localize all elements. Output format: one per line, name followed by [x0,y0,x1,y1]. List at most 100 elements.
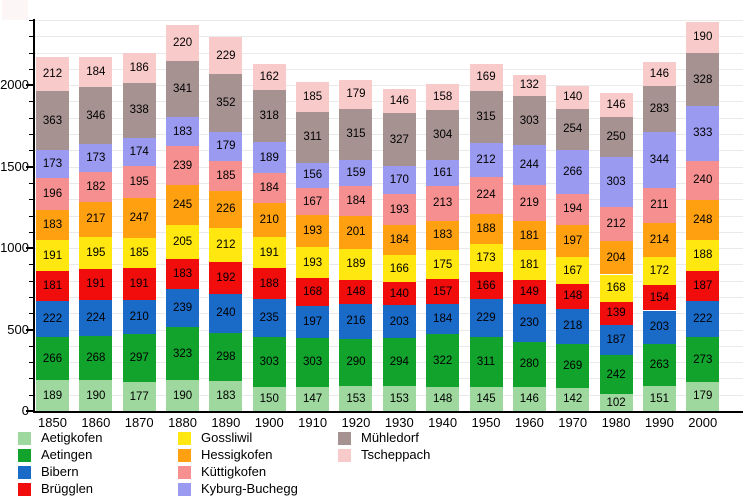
bar-segment-k-ttigkofen-1850: 196 [36,178,69,211]
bar-segment-m-hledorf-1860: 346 [79,87,113,144]
bar-segment-aetingen-1980: 242 [599,354,633,395]
bar-segment-bibern-1900: 235 [252,298,286,338]
bar-segment-hessigkofen-1930: 184 [382,225,416,256]
bar-segment-hessigkofen-1960: 181 [512,220,546,251]
y-tick-label: 1000 [0,240,29,256]
bar-segment-kyburg-buchegg-1930: 170 [382,166,416,194]
bar-segment-k-ttigkofen-1940: 213 [426,185,460,221]
bar-segment-aetingen-1910: 303 [296,337,330,388]
bar-segment-kyburg-buchegg-1860: 173 [79,143,113,173]
legend-label: Aetingen [41,447,93,462]
bar-segment-tscheppach-1860: 184 [79,57,113,88]
y-minor-tick [29,378,33,380]
bar-segment-tscheppach-1910: 185 [296,81,330,113]
legend-label: Hessigkofen [201,447,273,462]
bar-segment-aetigkofen-1970: 142 [556,387,590,411]
bar-segment-tscheppach-1920: 179 [339,79,373,109]
bar-segment-gossliwil-1860: 195 [79,237,113,269]
legend-swatch [338,431,351,445]
bar-segment-tscheppach-1970: 140 [556,86,590,109]
bar-segment-k-ttigkofen-1880: 239 [166,146,200,186]
bar-segment-bibern-1990: 203 [642,310,676,344]
bar-segment-aetigkofen-1900: 150 [252,386,286,411]
y-minor-tick [29,36,33,38]
bar-segment-bibern-1920: 216 [339,303,373,339]
x-tick-label-1870: 1870 [124,415,154,430]
bar-segment-tscheppach-1990: 146 [642,62,676,86]
bar-segment-gossliwil-1960: 181 [512,250,546,280]
bar-segment-gossliwil-1900: 191 [252,237,286,269]
y-minor-tick [29,313,33,315]
y-tick-label: 0 [21,403,29,418]
x-tick-label-1960: 1960 [514,415,544,430]
y-minor-tick [29,101,33,103]
bar-segment-hessigkofen-1920: 201 [339,216,373,249]
bar-segment-aetigkofen-1860: 190 [79,380,113,411]
bar-segment-hessigkofen-1980: 204 [599,241,633,275]
bar-segment-br-gglen-1970: 148 [556,284,590,309]
bar-segment-tscheppach-2000: 190 [686,21,720,53]
bar-segment-aetigkofen-1990: 151 [642,386,676,411]
y-minor-tick [29,150,33,152]
bar-segment-m-hledorf-1870: 338 [122,82,156,138]
x-tick-label-1900: 1900 [254,415,284,430]
x-tick-label-1880: 1880 [168,415,197,430]
bar-segment-aetingen-1940: 322 [426,334,460,387]
y-minor-tick [29,264,33,266]
bar-segment-k-ttigkofen-1910: 167 [296,188,330,216]
bar-segment-hessigkofen-1880: 245 [166,185,200,226]
bar-segment-k-ttigkofen-1990: 211 [642,188,676,223]
bar-segment-aetingen-1970: 269 [556,344,590,388]
x-tick-label-1950: 1950 [471,415,501,430]
bar-segment-tscheppach-1980: 146 [599,92,633,117]
bar-segment-bibern-1980: 187 [599,324,633,355]
y-minor-tick [29,199,33,201]
bar-segment-bibern-1870: 210 [122,299,156,334]
bar-segment-tscheppach-1940: 158 [426,84,460,111]
bar-segment-bibern-1880: 239 [166,288,200,328]
bar-segment-m-hledorf-1990: 283 [642,86,676,133]
legend-label: Bibern [41,464,79,479]
bar-segment-k-ttigkofen-2000: 240 [686,160,720,200]
bar-segment-hessigkofen-1940: 183 [426,220,460,251]
bar-segment-bibern-1960: 230 [512,304,546,342]
y-minor-tick [29,231,33,233]
bar-segment-m-hledorf-1900: 318 [252,90,286,143]
bar-segment-m-hledorf-1970: 254 [556,108,590,151]
bar-segment-tscheppach-1850: 212 [36,56,69,92]
x-tick-label-1980: 1980 [601,415,631,430]
legend-label: Küttigkofen [201,464,267,479]
bar-segment-kyburg-buchegg-1910: 156 [296,162,330,189]
bar-segment-kyburg-buchegg-1970: 266 [556,150,590,194]
bar-segment-kyburg-buchegg-1990: 344 [642,132,676,189]
bar-segment-gossliwil-1920: 189 [339,248,373,280]
bar-segment-aetingen-1960: 280 [512,341,546,388]
y-minor-tick [29,394,33,396]
y-tick-label: 500 [7,321,29,337]
legend-swatch [178,482,191,496]
legend-label: Aetigkofen [41,430,103,445]
bar-segment-hessigkofen-1970: 197 [556,225,590,258]
bar-segment-br-gglen-1870: 191 [122,268,156,300]
bar-segment-br-gglen-1940: 157 [426,278,460,305]
bar-segment-m-hledorf-1980: 250 [599,116,633,158]
bar-segment-br-gglen-1930: 140 [382,282,416,306]
x-tick-label-1930: 1930 [384,415,414,430]
bar-segment-gossliwil-1890: 212 [209,227,243,263]
bar-segment-aetingen-1890: 298 [209,332,243,382]
x-tick-label-1990: 1990 [644,415,674,430]
x-tick-label-1890: 1890 [211,415,241,430]
bar-segment-m-hledorf-1920: 315 [339,108,373,161]
bar-segment-hessigkofen-1990: 214 [642,222,676,258]
x-tick-label-1970: 1970 [558,415,588,430]
bar-segment-m-hledorf-2000: 328 [686,52,720,107]
bar-segment-tscheppach-1950: 169 [469,63,503,92]
bar-segment-aetigkofen-1880: 190 [166,380,200,411]
bar-segment-bibern-1910: 197 [296,305,330,338]
bar-segment-aetigkofen-1890: 183 [209,381,243,411]
legend-item-hessigkofen: Hessigkofen [178,448,273,462]
bar-segment-k-ttigkofen-1960: 219 [512,185,546,221]
y-minor-tick [29,182,33,184]
bar-segment-gossliwil-1870: 185 [122,238,156,269]
legend-item-gossliwil: Gossliwil [178,431,252,445]
